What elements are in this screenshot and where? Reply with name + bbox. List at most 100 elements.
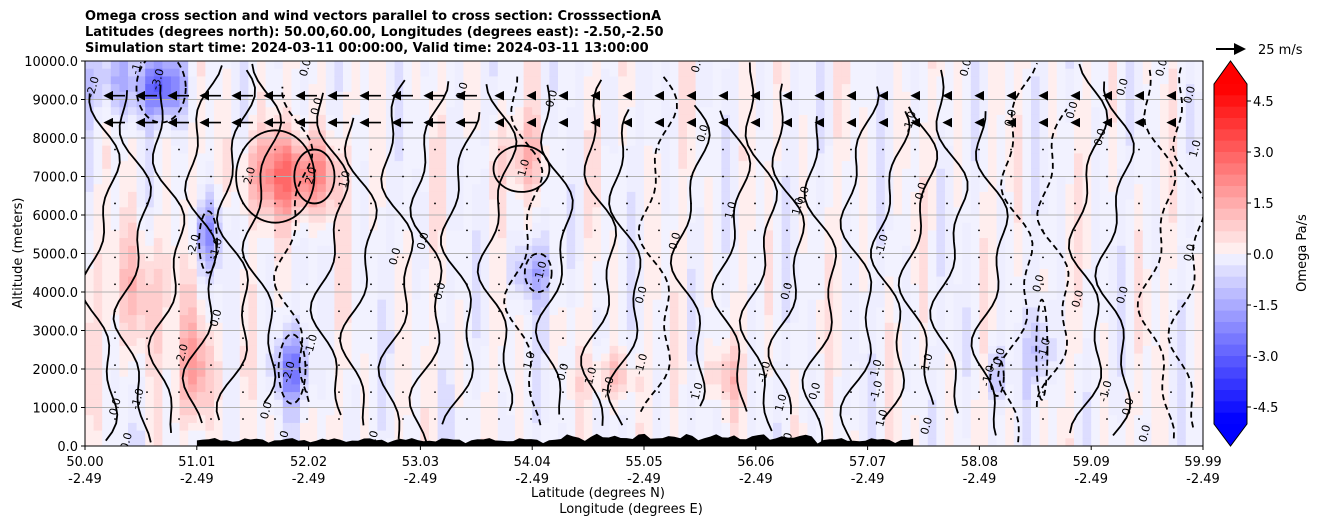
omega-cell	[188, 369, 198, 378]
omega-cell	[93, 276, 103, 285]
omega-cell	[403, 122, 413, 131]
omega-cell	[128, 268, 138, 278]
omega-cell	[188, 168, 198, 178]
omega-cell	[687, 99, 697, 108]
omega-cell	[910, 322, 920, 332]
omega-cell	[308, 376, 318, 385]
omega-cell	[93, 107, 103, 116]
omega-cell	[867, 399, 877, 409]
omega-cell	[205, 369, 215, 378]
omega-cell	[876, 68, 886, 77]
omega-cell	[231, 215, 241, 224]
omega-cell	[257, 245, 267, 255]
omega-cell	[497, 299, 507, 308]
omega-cell	[308, 207, 318, 216]
omega-cell	[463, 61, 473, 70]
omega-cell	[884, 276, 894, 285]
omega-cell	[368, 338, 378, 347]
omega-cell	[497, 353, 507, 362]
omega-cell	[248, 361, 258, 370]
omega-cell	[300, 99, 310, 108]
omega-cell	[463, 245, 473, 255]
omega-cell	[730, 191, 740, 201]
omega-cell	[386, 376, 396, 385]
omega-cell	[601, 153, 611, 162]
omega-cell	[867, 238, 877, 247]
omega-cell	[265, 392, 275, 401]
omega-cell	[790, 99, 800, 108]
omega-cell	[343, 407, 353, 416]
omega-cell	[463, 215, 473, 224]
omega-cell	[781, 61, 791, 70]
omega-cell	[678, 245, 688, 255]
omega-cell	[884, 130, 894, 139]
omega-cell	[377, 84, 387, 93]
omega-cell	[532, 114, 542, 124]
omega-cell	[626, 299, 636, 308]
omega-cell	[798, 238, 808, 247]
omega-cell	[386, 91, 396, 101]
omega-cell	[807, 399, 817, 409]
omega-cell	[910, 215, 920, 224]
omega-cell	[755, 122, 765, 131]
omega-cell	[300, 407, 310, 416]
omega-cell	[480, 130, 490, 139]
omega-cell	[893, 130, 903, 139]
omega-cell	[575, 422, 585, 432]
omega-cell	[747, 207, 757, 216]
omega-cell	[300, 422, 310, 432]
omega-cell	[927, 245, 937, 255]
omega-cell	[669, 153, 679, 162]
omega-cell	[798, 315, 808, 324]
omega-cell	[222, 168, 232, 178]
omega-cell	[446, 369, 456, 378]
omega-cell	[489, 68, 499, 77]
omega-cell	[876, 430, 886, 439]
omega-cell	[179, 322, 189, 332]
omega-cell	[644, 415, 654, 424]
omega-cell	[480, 384, 490, 393]
omega-cell	[687, 222, 697, 231]
omega-cell	[876, 253, 886, 262]
omega-cell	[841, 361, 851, 370]
omega-cell	[575, 184, 585, 193]
omega-cell	[257, 392, 267, 401]
omega-cell	[850, 369, 860, 378]
omega-cell	[773, 276, 783, 285]
omega-cell	[214, 430, 224, 439]
omega-cell	[859, 353, 869, 362]
omega-cell	[747, 145, 757, 154]
omega-cell	[325, 191, 335, 201]
omega-cell	[910, 276, 920, 285]
omega-cell	[927, 345, 937, 355]
omega-cell	[721, 307, 731, 316]
omega-cell	[867, 161, 877, 170]
omega-cell	[360, 61, 370, 70]
omega-cell	[841, 122, 851, 131]
omega-cell	[566, 284, 576, 293]
omega-cell	[850, 299, 860, 308]
omega-cell	[601, 399, 611, 409]
omega-cell	[859, 99, 869, 108]
omega-cell	[773, 68, 783, 77]
omega-cell	[119, 261, 129, 270]
omega-cell	[712, 199, 722, 208]
omega-cell	[712, 422, 722, 432]
omega-cell	[773, 153, 783, 162]
omega-cell	[790, 238, 800, 247]
omega-cell	[884, 299, 894, 308]
omega-cell	[747, 399, 757, 409]
omega-cell	[635, 407, 645, 416]
omega-cell	[411, 91, 421, 101]
omega-cell	[85, 153, 95, 162]
omega-cell	[145, 369, 155, 378]
omega-cell	[411, 176, 421, 185]
omega-cell	[222, 114, 232, 124]
omega-cell	[239, 369, 249, 378]
omega-cell	[351, 207, 361, 216]
omega-cell	[678, 361, 688, 370]
omega-cell	[446, 168, 456, 178]
omega-cell	[360, 407, 370, 416]
omega-cell	[583, 392, 593, 401]
omega-cell	[601, 207, 611, 216]
